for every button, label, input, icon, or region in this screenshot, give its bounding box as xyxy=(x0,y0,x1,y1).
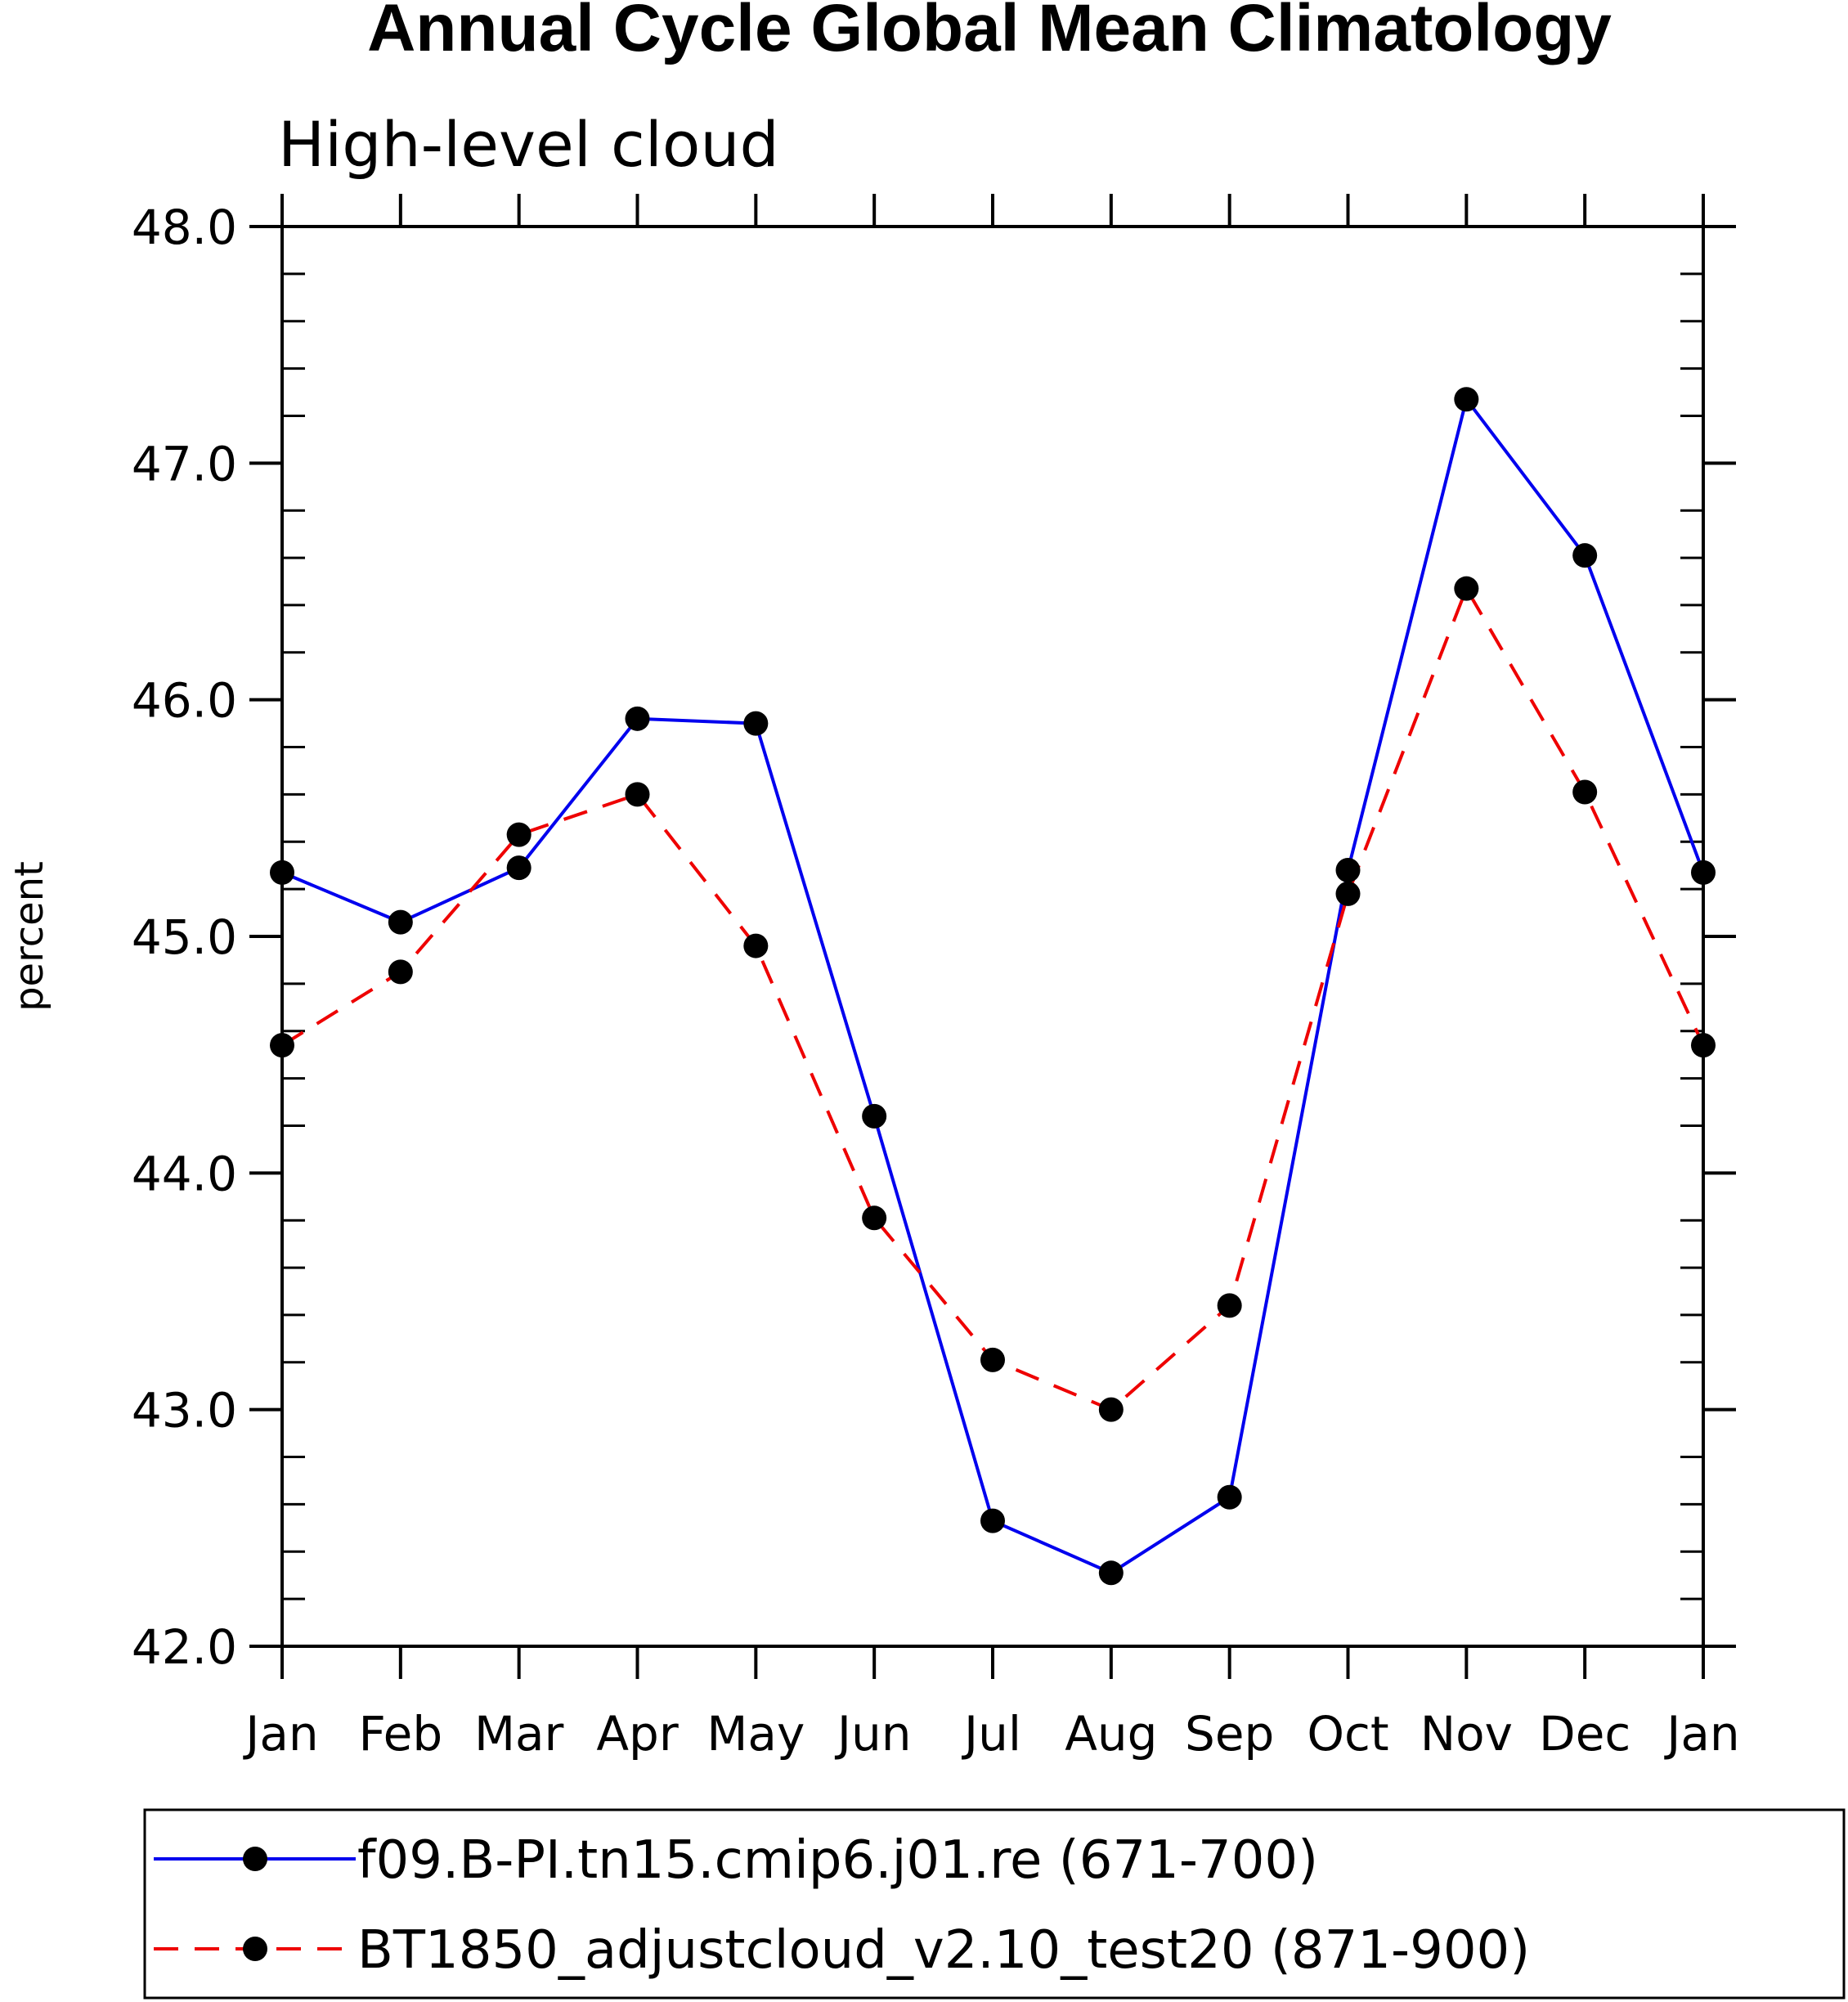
y-tick-labels: 42.0 43.0 44.0 45.0 46.0 47.0 48.0 xyxy=(132,200,237,1675)
x-tick-label: Jan xyxy=(1664,1706,1739,1762)
series-2-point xyxy=(1098,1397,1124,1422)
series-2-point xyxy=(1691,1033,1716,1058)
y-axis-title: percent xyxy=(7,861,52,1012)
x-tick-label: Aug xyxy=(1065,1706,1157,1762)
series-2-point xyxy=(1572,779,1598,805)
legend-label-1: f09.B-PI.tn15.cmip6.j01.re (671-700) xyxy=(357,1830,1318,1891)
series-1-point xyxy=(1572,543,1598,568)
y-tick-label: 42.0 xyxy=(132,1619,237,1675)
x-tick-label: Dec xyxy=(1539,1706,1630,1762)
y-axis-title-group: percent xyxy=(7,861,52,1012)
series-2-point xyxy=(625,782,650,807)
x-tick-label: Apr xyxy=(596,1706,678,1762)
legend-box xyxy=(143,1808,1846,2000)
series-2-point xyxy=(862,1205,887,1231)
plot-frame xyxy=(280,225,1705,1648)
series-2-point xyxy=(1335,881,1361,906)
series-1-point xyxy=(388,909,413,935)
x-tick-label: Nov xyxy=(1420,1706,1513,1762)
x-tick-label: Mar xyxy=(474,1706,564,1762)
legend-item-2: BT1850_adjustcloud_v2.10_test20 (871-900… xyxy=(154,1920,1530,1981)
y-tick-label: 44.0 xyxy=(132,1146,237,1201)
y-tick-label: 43.0 xyxy=(132,1383,237,1439)
series-1-point xyxy=(743,711,769,736)
x-tick-label: May xyxy=(706,1706,805,1762)
legend-item-1: f09.B-PI.tn15.cmip6.j01.re (671-700) xyxy=(154,1830,1318,1891)
y-tick-label: 48.0 xyxy=(132,200,237,255)
series-1-point xyxy=(506,855,532,881)
series-1-point xyxy=(1454,387,1479,412)
legend-marker-1 xyxy=(243,1847,267,1871)
series-2-point xyxy=(1217,1293,1242,1318)
series-1-point xyxy=(1691,860,1716,885)
chart-subtitle: High-level cloud xyxy=(278,108,779,181)
series-1-point xyxy=(1217,1484,1242,1510)
series-line-2 xyxy=(280,585,1705,1412)
y-tick-label: 45.0 xyxy=(132,909,237,965)
series-1-point xyxy=(862,1103,887,1129)
series-2-point xyxy=(743,933,769,958)
series-2-point xyxy=(980,1347,1005,1372)
series-1-point xyxy=(270,860,294,885)
series-line-1 xyxy=(281,395,1705,1575)
series-1-point xyxy=(1098,1560,1124,1586)
axis-ticks xyxy=(249,194,1736,1679)
legend-marker-2 xyxy=(243,1937,267,1961)
x-tick-label: Feb xyxy=(358,1706,442,1762)
series-1-point xyxy=(625,706,650,731)
x-tick-label: Jan xyxy=(243,1706,318,1762)
series-2-point xyxy=(506,822,532,847)
series-2-point xyxy=(1454,576,1479,601)
series-1-point xyxy=(1335,857,1361,882)
series-group xyxy=(270,387,1716,1586)
legend-label-2: BT1850_adjustcloud_v2.10_test20 (871-900… xyxy=(357,1920,1530,1981)
x-tick-label: Jul xyxy=(962,1706,1021,1762)
x-tick-label: Jun xyxy=(835,1706,912,1762)
chart-title: Annual Cycle Global Mean Climatology xyxy=(367,0,1612,65)
x-tick-labels: Jan Feb Mar Apr May Jun Jul Aug Sep Oct Nov Dec Jan xyxy=(243,1706,1739,1762)
y-tick-label: 47.0 xyxy=(132,436,237,492)
series-2-point xyxy=(388,959,413,985)
series-2-point xyxy=(270,1033,294,1058)
x-tick-label: Oct xyxy=(1307,1706,1388,1762)
y-tick-label: 46.0 xyxy=(132,673,237,729)
series-1-point xyxy=(980,1508,1005,1533)
x-tick-label: Sep xyxy=(1185,1706,1274,1762)
